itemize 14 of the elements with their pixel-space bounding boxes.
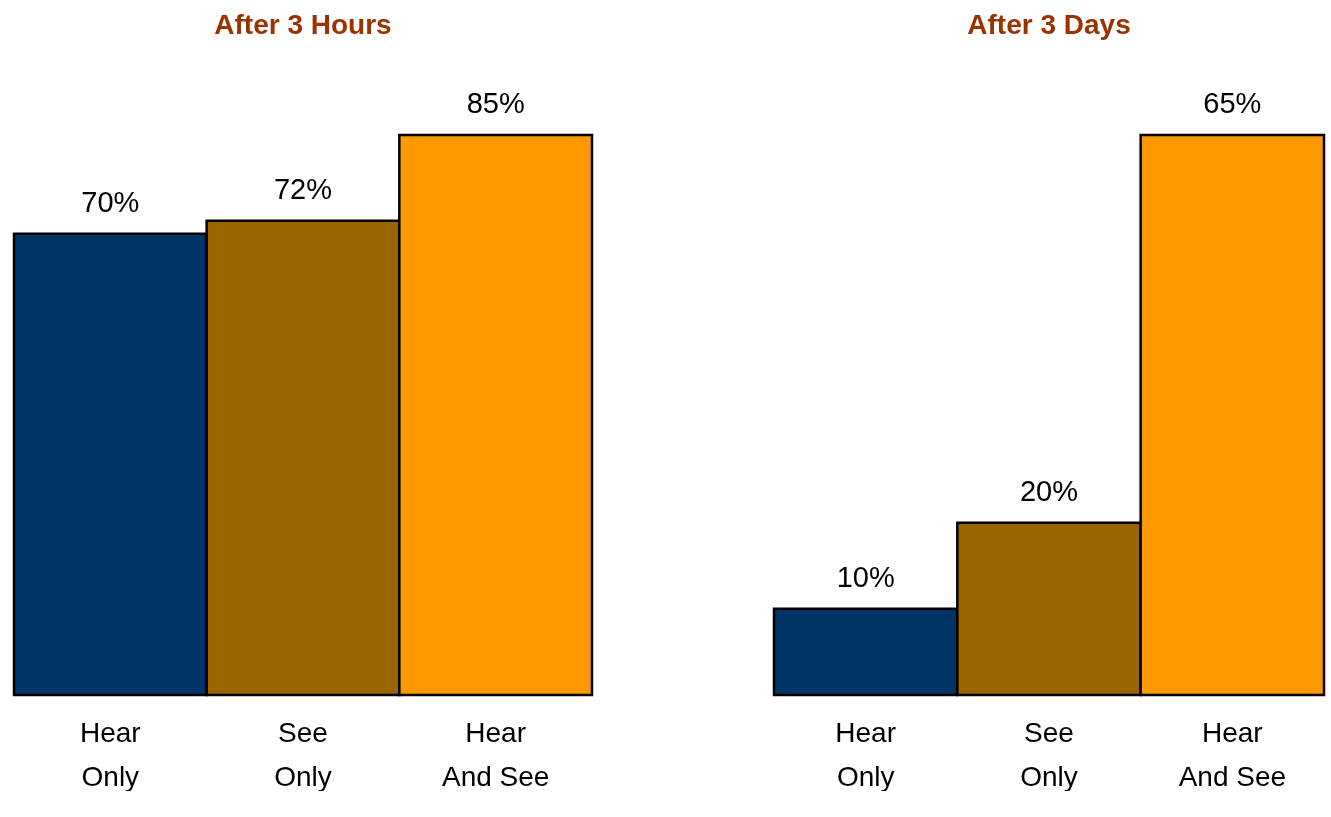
x-tick-label: Hear Only (79, 716, 141, 792)
x-tick-label: Hear Only (835, 716, 897, 792)
chart-title: After 3 Hours (214, 9, 392, 40)
x-tick-label: Hear And See (1178, 716, 1287, 792)
data-label: 85% (466, 87, 525, 119)
x-tick-label: See Only (274, 716, 332, 792)
data-label: 65% (1203, 87, 1262, 119)
data-label: 10% (836, 560, 895, 593)
data-label: 70% (81, 185, 140, 218)
chart-title: After 3 Days (967, 9, 1131, 40)
x-tick-label: Hear And See (441, 716, 550, 792)
data-label: 20% (1019, 474, 1079, 507)
data-label: 72% (273, 172, 333, 205)
x-tick-label: See Only (1020, 716, 1078, 792)
